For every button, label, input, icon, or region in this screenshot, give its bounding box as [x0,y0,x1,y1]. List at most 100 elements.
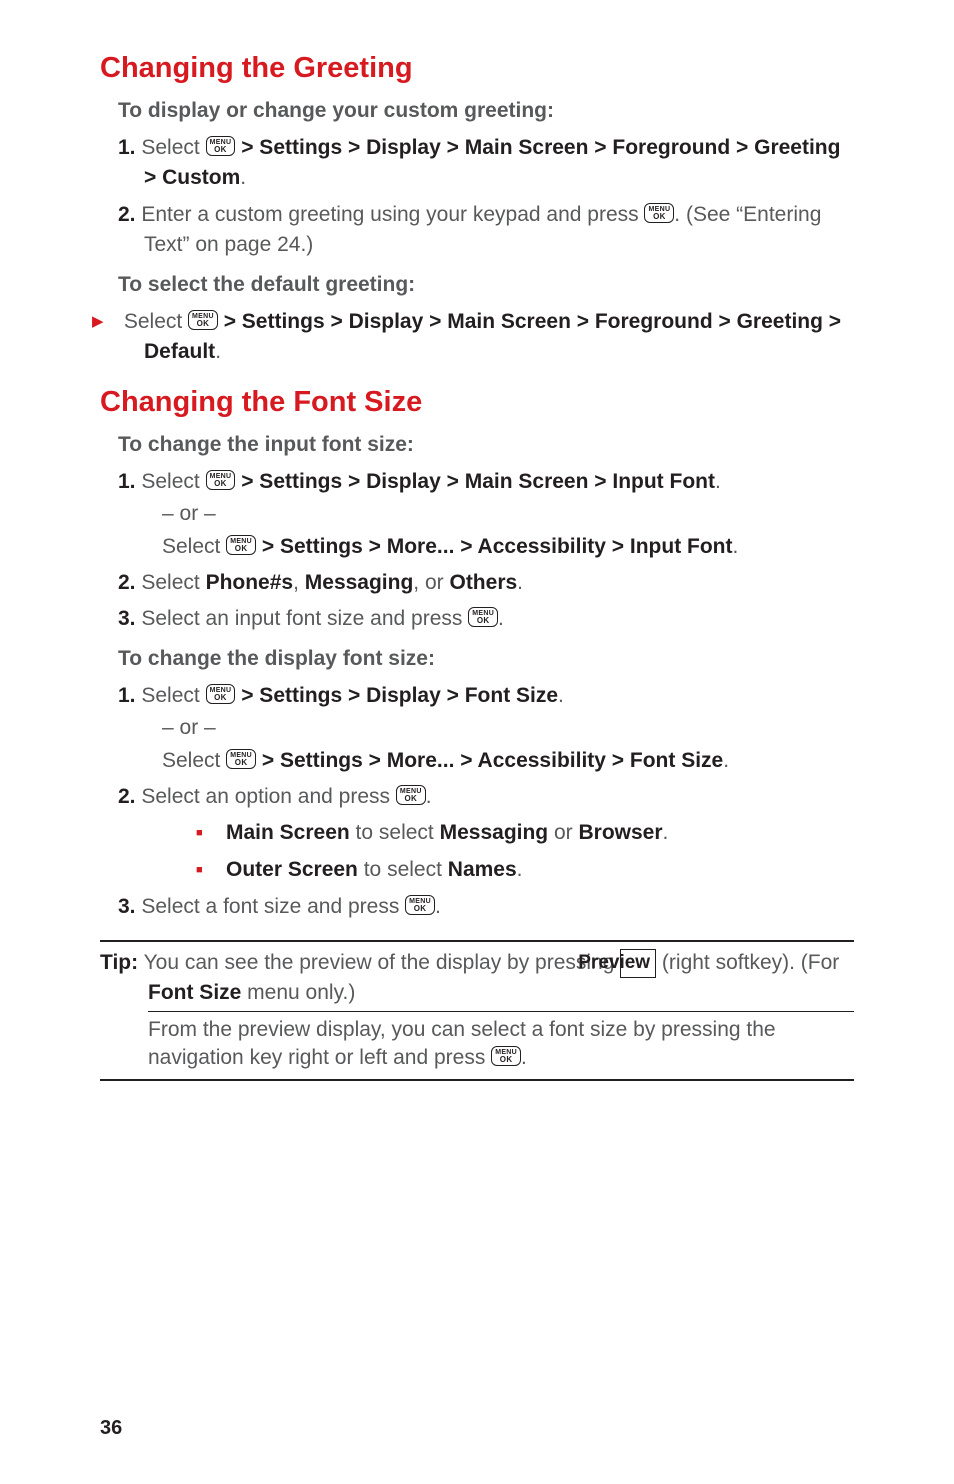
option: Others [449,571,517,594]
period: . [517,571,523,594]
option: Messaging [305,571,414,594]
alt-path: Select MENUOK > Settings > More... > Acc… [188,532,854,562]
period: . [733,535,739,558]
option: Font Size [148,981,241,1004]
alt-path: Select MENUOK > Settings > More... > Acc… [188,746,854,776]
period: . [435,895,441,918]
list-item: 1. Select MENUOK > Settings > Display > … [118,681,854,776]
step-number: 3. [118,895,141,918]
list-item: 3. Select a font size and press MENUOK. [118,892,854,922]
nav-path: > Settings > Display > Main Screen > Inp… [235,470,715,493]
option: Outer Screen [226,858,358,881]
text: to select [350,821,440,844]
key-bot: OK [230,759,252,767]
menu-ok-icon: MENUOK [226,749,256,769]
text: From the preview display, you can select… [148,1018,776,1069]
text: Select [141,571,205,594]
text: , [293,571,305,594]
tip-label: Tip: [100,951,138,974]
tip-box: Tip: You can see the preview of the disp… [100,940,854,1081]
period: . [723,749,729,772]
step-list: 1. Select MENUOK > Settings > Display > … [118,681,854,922]
text: Select an input font size and press [141,607,468,630]
text: Select a font size and press [141,895,405,918]
nav-path: > Settings > More... > Accessibility > I… [256,535,733,558]
menu-ok-icon: MENUOK [491,1046,521,1066]
step-number: 2. [118,571,141,594]
step-number: 2. [118,203,141,226]
text: Select [141,684,205,707]
nav-path: > Settings > Display > Font Size [235,684,558,707]
list-item: 1. Select MENUOK > Settings > Display > … [118,467,854,562]
key-bot: OK [495,1056,517,1064]
text: Select [162,749,226,772]
text: Enter a custom greeting using your keypa… [141,203,644,226]
option: Messaging [440,821,549,844]
text: (right softkey). (For [656,951,839,974]
text: to select [358,858,448,881]
tip-line: From the preview display, you can select… [148,1016,854,1073]
step-list: 1. Select MENUOK > Settings > Display > … [118,133,854,261]
nav-path: > Settings > More... > Accessibility > F… [256,749,723,772]
list-item: 1. Select MENUOK > Settings > Display > … [118,133,854,194]
nav-path: > Settings > Display > Main Screen > For… [144,136,840,189]
text: You can see the preview of the display b… [138,951,620,974]
period: . [663,821,669,844]
text: Select an option and press [141,785,396,808]
period: . [715,470,721,493]
period: . [240,166,246,189]
key-bot: OK [210,480,232,488]
list-item: 2. Enter a custom greeting using your ke… [118,200,854,261]
step-list: 1. Select MENUOK > Settings > Display > … [118,467,854,635]
step-number: 1. [118,136,141,159]
menu-ok-icon: MENUOK [226,535,256,555]
subheading: To select the default greeting: [118,273,854,297]
key-bot: OK [230,545,252,553]
period: . [521,1046,527,1069]
period: . [426,785,432,808]
option: Phone#s [206,571,294,594]
text: Select [124,310,188,333]
sub-bullets: ■Main Screen to select Messaging or Brow… [218,817,854,886]
menu-ok-icon: MENUOK [405,895,435,915]
key-bot: OK [409,905,431,913]
menu-ok-icon: MENUOK [644,203,674,223]
list-item: 3. Select an input font size and press M… [118,604,854,634]
menu-ok-icon: MENUOK [206,684,236,704]
menu-ok-icon: MENUOK [206,470,236,490]
list-item: ■Outer Screen to select Names. [218,854,854,886]
or-text: – or – [188,499,854,529]
or-text: – or – [188,713,854,743]
list-item: ■Main Screen to select Messaging or Brow… [218,817,854,849]
bullet-step: ▶ Select MENUOK > Settings > Display > M… [118,307,854,368]
subheading: To change the display font size: [118,647,854,671]
period: . [517,858,523,881]
tip-line: Tip: You can see the preview of the disp… [100,948,854,1007]
menu-ok-icon: MENUOK [206,136,236,156]
option: Names [448,858,517,881]
subheading: To change the input font size: [118,433,854,457]
heading-greeting: Changing the Greeting [100,52,854,85]
period: . [498,607,504,630]
text: Select [141,470,205,493]
option: Main Screen [226,821,350,844]
list-item: ▶ Select MENUOK > Settings > Display > M… [118,307,854,368]
key-bot: OK [210,146,232,154]
menu-ok-icon: MENUOK [396,785,426,805]
text: , or [413,571,449,594]
step-number: 1. [118,684,141,707]
nav-path: > Settings > Display > Main Screen > For… [144,310,841,363]
divider [148,1011,854,1012]
step-number: 3. [118,607,141,630]
text: menu only.) [241,981,355,1004]
page-number: 36 [100,1417,122,1440]
key-bot: OK [472,617,494,625]
menu-ok-icon: MENUOK [468,607,498,627]
step-number: 2. [118,785,141,808]
key-bot: OK [400,795,422,803]
period: . [215,340,221,363]
key-bot: OK [192,320,214,328]
heading-fontsize: Changing the Font Size [100,386,854,419]
subheading: To display or change your custom greetin… [118,99,854,123]
menu-ok-icon: MENUOK [188,310,218,330]
